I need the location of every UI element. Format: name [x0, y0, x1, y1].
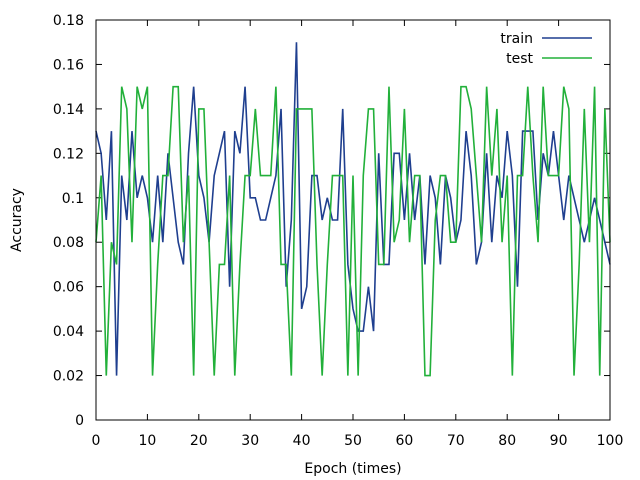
legend-label-test: test [506, 51, 533, 67]
x-tick-label: 10 [138, 433, 156, 449]
plot-frame [95, 19, 611, 421]
y-tick-label: 0.14 [53, 102, 84, 118]
x-tick-label: 60 [395, 433, 413, 449]
x-tick-label: 50 [344, 433, 362, 449]
series-line-train [95, 42, 611, 376]
legend: train test [500, 31, 592, 67]
y-axis-label: Accuracy [9, 188, 25, 252]
x-tick-label: 90 [550, 433, 568, 449]
x-tick-label: 0 [92, 433, 101, 449]
y-tick-label: 0.12 [53, 146, 84, 162]
ticks-layer: 0 10 20 30 40 50 60 70 80 90 100 0 0.02 0.04 0.06 0.08 0… [53, 13, 624, 449]
y-tick-label: 0.02 [53, 369, 84, 385]
x-axis-label: Epoch (times) [304, 461, 401, 477]
x-tick-label: 20 [190, 433, 208, 449]
y-tick-label: 0.08 [53, 235, 84, 251]
series-layer [95, 42, 611, 377]
legend-label-train: train [500, 31, 533, 47]
x-tick-label: 100 [597, 433, 624, 449]
y-tick-label: 0.06 [53, 280, 84, 296]
x-tick-label: 40 [293, 433, 311, 449]
y-tick-label: 0.04 [53, 324, 84, 340]
y-tick-label: 0.16 [53, 57, 84, 73]
x-tick-label: 70 [447, 433, 465, 449]
x-tick-label: 80 [498, 433, 516, 449]
y-tick-label: 0.1 [62, 191, 84, 207]
series-line-test [95, 85, 611, 377]
y-tick-label: 0.18 [53, 13, 84, 29]
y-tick-label: 0 [75, 413, 84, 429]
x-tick-label: 30 [241, 433, 259, 449]
